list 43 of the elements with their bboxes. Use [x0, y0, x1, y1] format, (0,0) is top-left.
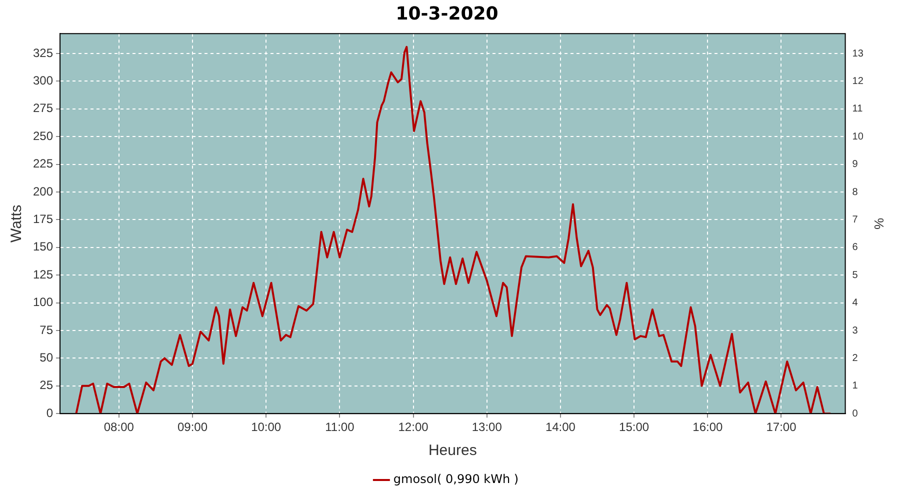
y2-tick-label: 10 — [852, 131, 864, 142]
y-tick-label: 75 — [40, 322, 54, 337]
y2-tick-label: 7 — [852, 214, 858, 226]
y2-axis-title: % — [872, 218, 887, 230]
y-tick-label: 275 — [32, 101, 54, 116]
y2-tick-label: 8 — [852, 186, 858, 198]
y-tick-label: 225 — [32, 156, 54, 171]
y2-tick-label: 6 — [852, 242, 858, 254]
x-tick-label: 08:00 — [104, 420, 134, 434]
y-tick-label: 175 — [32, 212, 54, 226]
x-tick-label: 17:00 — [766, 420, 797, 434]
y2-tick-label: 12 — [852, 76, 864, 87]
y2-tick-label: 11 — [852, 104, 864, 115]
y-tick-label: 300 — [32, 74, 54, 88]
y-tick-label: 325 — [32, 46, 54, 60]
x-tick-label: 14:00 — [545, 420, 576, 434]
y-tick-label: 125 — [32, 267, 54, 282]
y2-tick-label: 13 — [852, 48, 864, 60]
x-tick-label: 10:00 — [251, 420, 282, 434]
y2-tick-label: 9 — [852, 159, 858, 170]
y-tick-label: 150 — [32, 240, 54, 254]
legend-label: gmosol( 0,990 kWh ) — [393, 472, 519, 486]
y-axis-title: Watts — [8, 204, 26, 242]
x-tick-label: 12:00 — [398, 420, 429, 434]
x-tick-label: 09:00 — [177, 420, 208, 434]
y-tick-label: 250 — [32, 128, 54, 143]
y-tick-label: 200 — [32, 184, 54, 198]
chart-title: 10-3-2020 — [396, 3, 498, 24]
y2-tick-label: 3 — [852, 325, 858, 336]
x-tick-label: 16:00 — [692, 420, 723, 434]
y2-tick-label: 1 — [852, 380, 858, 392]
x-tick-label: 15:00 — [619, 420, 650, 434]
y-tick-label: 100 — [32, 295, 54, 310]
y2-tick-label: 0 — [852, 408, 858, 420]
x-tick-label: 11:00 — [325, 420, 355, 434]
y2-tick-label: 5 — [852, 270, 858, 281]
x-tick-label: 13:00 — [472, 420, 502, 434]
y-tick-label: 0 — [46, 406, 54, 420]
y-tick-label: 25 — [40, 378, 54, 392]
y-tick-label: 50 — [40, 350, 54, 365]
y2-tick-label: 4 — [852, 298, 858, 309]
x-axis-title: Heures — [428, 442, 477, 460]
y2-tick-label: 2 — [852, 352, 858, 364]
